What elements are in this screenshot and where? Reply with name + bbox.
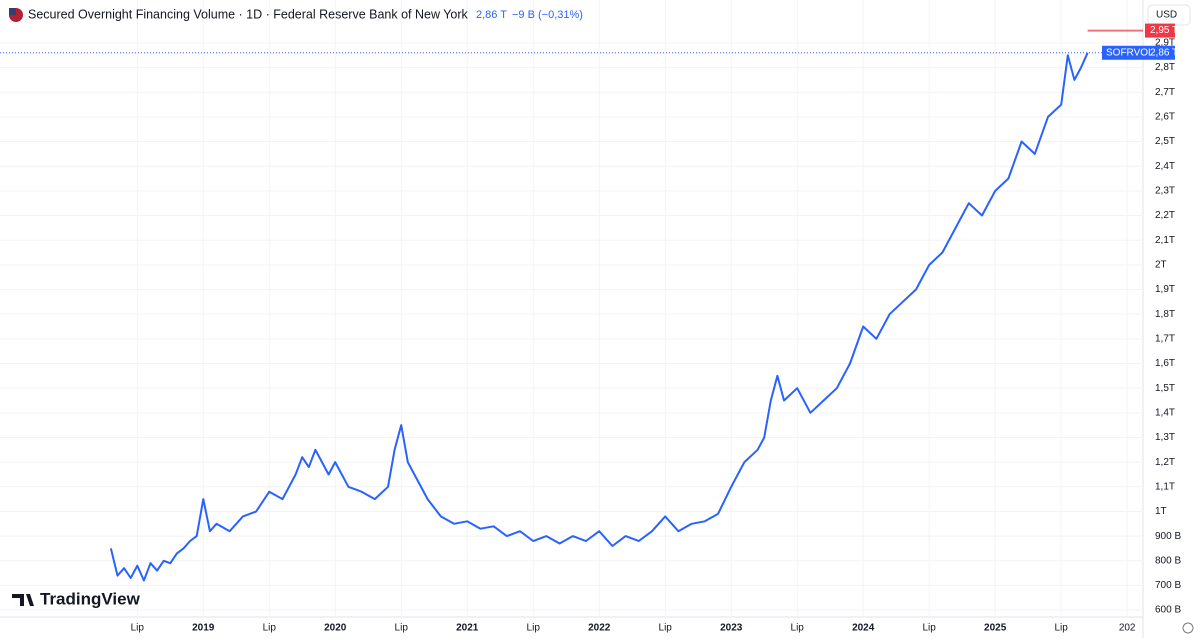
y-tick-label: 1T — [1155, 506, 1167, 517]
currency[interactable]: USD — [1156, 10, 1177, 21]
y-tick-label: 2,4T — [1155, 161, 1175, 172]
y-tick-label: 1,9T — [1155, 284, 1175, 295]
x-tick-label: Lip — [659, 623, 673, 634]
y-tick-label: 2T — [1155, 259, 1167, 270]
symbol-badge — [1102, 45, 1175, 60]
watermark: TradingView — [40, 589, 141, 608]
y-tick-label: 1,4T — [1155, 407, 1175, 418]
flag-icon — [9, 8, 16, 15]
x-tick-label: 2025 — [984, 623, 1007, 634]
y-tick-label: 2,2T — [1155, 210, 1175, 221]
change: −9 B (−0,31%) — [512, 9, 583, 21]
logo-icon — [12, 594, 34, 606]
settings-button[interactable] — [1182, 622, 1194, 634]
y-tick-label: 1,1T — [1155, 481, 1175, 492]
x-tick-label: 2021 — [456, 623, 479, 634]
y-tick-label: 2,3T — [1155, 186, 1175, 197]
plot-area — [0, 0, 1143, 617]
y-tick-label: 2,1T — [1155, 235, 1175, 246]
y-tick-label: 1,7T — [1155, 333, 1175, 344]
y-tick-label: 2,6T — [1155, 112, 1175, 123]
y-tick-label: 2,7T — [1155, 87, 1175, 98]
y-tick-label: 1,8T — [1155, 309, 1175, 320]
high-badge — [1145, 23, 1175, 38]
chart-title: Secured Overnight Financing Volume · 1D … — [28, 7, 469, 21]
x-tick-label: 2020 — [324, 623, 347, 634]
x-tick-label: 2019 — [192, 623, 215, 634]
last-value: 2,86 T — [476, 9, 507, 21]
x-tick-label: Lip — [527, 623, 541, 634]
x-tick-label: Lip — [923, 623, 937, 634]
y-tick-label: 2,8T — [1155, 62, 1175, 73]
x-tick-label: Lip — [131, 623, 145, 634]
x-tick-label: 2023 — [720, 623, 743, 634]
high-label: 2,95 T — [1150, 25, 1178, 36]
y-tick-label: 600 B — [1155, 605, 1181, 616]
y-tick-label: 2,5T — [1155, 136, 1175, 147]
x-tick-label: 202 — [1119, 623, 1136, 634]
data-line — [109, 52, 1089, 582]
symbol-label: SOFRVOL — [1106, 47, 1154, 58]
x-tick-label: 2022 — [588, 623, 611, 634]
y-tick-label: 1,5T — [1155, 383, 1175, 394]
x-tick-label: Lip — [395, 623, 409, 634]
y-tick-label: 2,9T — [1155, 38, 1175, 49]
y-tick-label: 900 B — [1155, 531, 1181, 542]
y-tick-label: 700 B — [1155, 580, 1181, 591]
x-tick-label: 2024 — [852, 623, 875, 634]
x-tick-label: Lip — [263, 623, 277, 634]
x-tick-label: Lip — [791, 623, 805, 634]
y-tick-label: 1,2T — [1155, 457, 1175, 468]
y-tick-label: 1,3T — [1155, 432, 1175, 443]
x-tick-label: Lip — [1054, 623, 1068, 634]
y-tick-label: 1,6T — [1155, 358, 1175, 369]
last-label: 2,86 T — [1150, 47, 1178, 58]
y-tick-label: 800 B — [1155, 555, 1181, 566]
